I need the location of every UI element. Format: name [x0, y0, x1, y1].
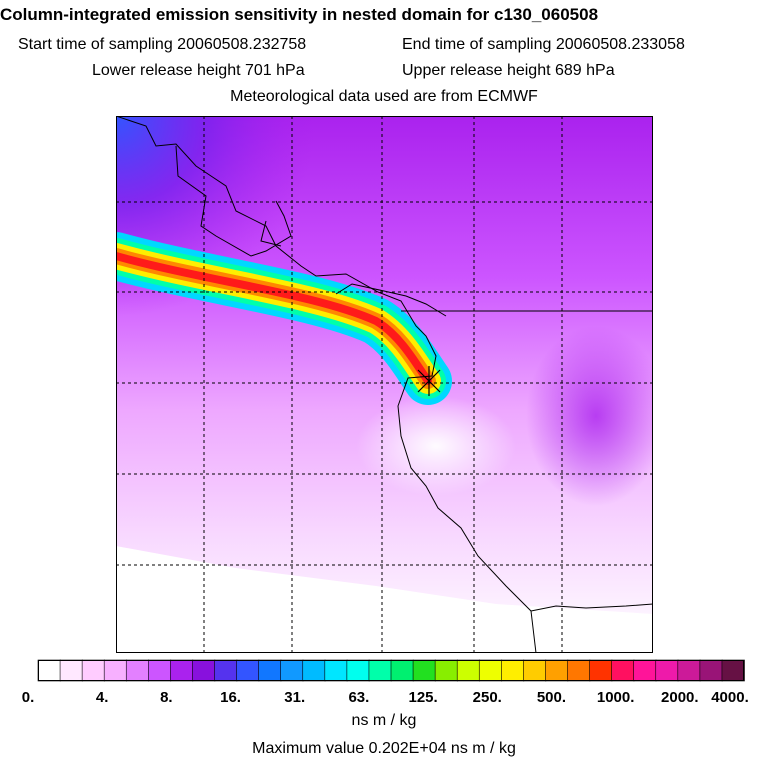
colorbar: 0. 4. 8. 16. 31. 63. 125. 250. 500. 1000. 2000. 400… — [22, 659, 749, 706]
colorbar-cell — [456, 659, 481, 682]
end-time-label: End time of sampling 20060508.233058 — [402, 36, 685, 53]
colorbar-cells — [37, 659, 745, 682]
met-data-label: Meteorological data used are from ECMWF — [230, 88, 538, 105]
colorbar-cell — [567, 659, 591, 682]
colorbar-labels: 0. 4. 8. 16. 31. 63. 125. 250. 500. 1000. 2000. 400… — [22, 689, 749, 706]
colorbar-cell — [302, 659, 326, 682]
map-frame — [116, 116, 653, 653]
colorbar-cell — [699, 659, 723, 682]
colorbar-cell — [280, 659, 304, 682]
colorbar-cell — [412, 659, 436, 682]
colorbar-cell — [434, 659, 458, 682]
coastline-island — [260, 220, 282, 247]
colorbar-label: 4. — [96, 689, 109, 706]
colorbar-cell — [523, 659, 547, 682]
colorbar-cell — [633, 659, 657, 682]
colorbar-cell — [214, 659, 238, 682]
colorbar-cell — [501, 659, 525, 682]
colorbar-cell — [390, 659, 414, 682]
colorbar-cell — [589, 659, 613, 682]
colorbar-cell — [721, 659, 745, 682]
colorbar-frame — [38, 660, 744, 681]
map-right-blob — [526, 326, 653, 506]
colorbar-cell — [192, 659, 216, 682]
coastline-east — [335, 283, 447, 317]
colorbar-cell — [545, 659, 569, 682]
sensitivity-map — [116, 116, 653, 653]
colorbar-label: 63. — [348, 689, 369, 706]
colorbar-label: 31. — [284, 689, 305, 706]
max-value-label: Maximum value 0.202E+04 ns m / kg — [252, 740, 516, 757]
colorbar-cell — [478, 659, 503, 682]
colorbar-label: 500. — [537, 689, 566, 706]
lower-release-label: Lower release height 701 hPa — [92, 62, 305, 79]
colorbar-cell — [677, 659, 701, 682]
map-white-region — [116, 546, 653, 653]
colorbar-cell — [258, 659, 282, 682]
plume — [116, 232, 452, 405]
map-light-area — [356, 396, 516, 496]
coastline-west — [116, 116, 537, 653]
colorbar-label: 2000. — [661, 689, 699, 706]
colorbar-label: 1000. — [597, 689, 635, 706]
colorbar-label: 4000. — [711, 689, 749, 706]
colorbar-cell — [59, 659, 83, 682]
upper-release-label: Upper release height 689 hPa — [402, 62, 615, 79]
colorbar-cell — [236, 659, 260, 682]
start-time-label: Start time of sampling 20060508.232758 — [18, 36, 307, 53]
colorbar-cell — [148, 659, 172, 682]
colorbar-cell — [368, 659, 392, 682]
coastline-south — [530, 603, 653, 612]
colorbar-cell — [103, 659, 128, 682]
colorbar-label: 250. — [473, 689, 502, 706]
colorbar-unit: ns m / kg — [351, 712, 417, 729]
colorbar-label: 8. — [160, 689, 173, 706]
colorbar-cell — [37, 659, 61, 682]
colorbar-cell — [125, 659, 150, 682]
colorbar-label: 125. — [408, 689, 437, 706]
colorbar-label: 16. — [220, 689, 241, 706]
colorbar-cell — [611, 659, 635, 682]
colorbar-label: 0. — [22, 689, 35, 706]
chart-title: Column-integrated emission sensitivity i… — [0, 5, 599, 24]
plume-red — [116, 252, 432, 385]
colorbar-cell — [324, 659, 348, 682]
coastline-inlet — [175, 145, 292, 257]
release-point-marker — [417, 366, 441, 396]
colorbar-cell — [346, 659, 370, 682]
colorbar-cell — [170, 659, 194, 682]
colorbar-cell — [81, 659, 105, 682]
colorbar-cell — [655, 659, 679, 682]
coastlines — [116, 116, 653, 653]
